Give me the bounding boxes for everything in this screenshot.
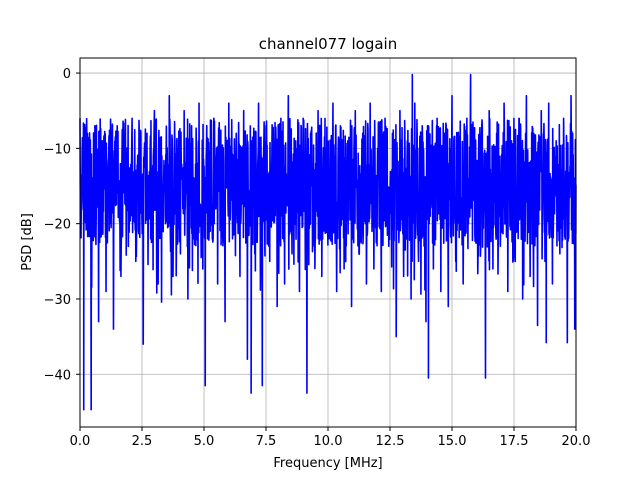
x-tick-label: 2.5 [132,434,153,449]
x-axis-label: Frequency [MHz] [273,456,382,471]
x-tick-label: 5.0 [194,434,215,449]
psd-series-line [79,73,577,411]
y-tick-label: 0 [63,67,71,82]
y-tick-label: −30 [44,293,71,308]
y-axis-label: PSD [dB] [20,213,35,271]
data-series [79,73,577,411]
x-tick-label: 12.5 [376,434,405,449]
y-tick-label: −40 [44,368,71,383]
x-tick-label: 0.0 [70,434,91,449]
chart-title: channel077 logain [259,35,398,53]
y-tick-label: −20 [44,218,71,233]
y-axis-ticks: 0 −10 −20 −30 −40 [44,67,80,383]
x-axis-ticks: 0.0 2.5 5.0 7.5 10.0 12.5 15.0 17.5 20.0 [70,427,591,449]
x-tick-label: 10.0 [314,434,343,449]
x-tick-label: 20.0 [562,434,591,449]
x-tick-label: 7.5 [256,434,277,449]
x-tick-label: 17.5 [500,434,529,449]
y-tick-label: −10 [44,142,71,157]
x-tick-label: 15.0 [438,434,467,449]
